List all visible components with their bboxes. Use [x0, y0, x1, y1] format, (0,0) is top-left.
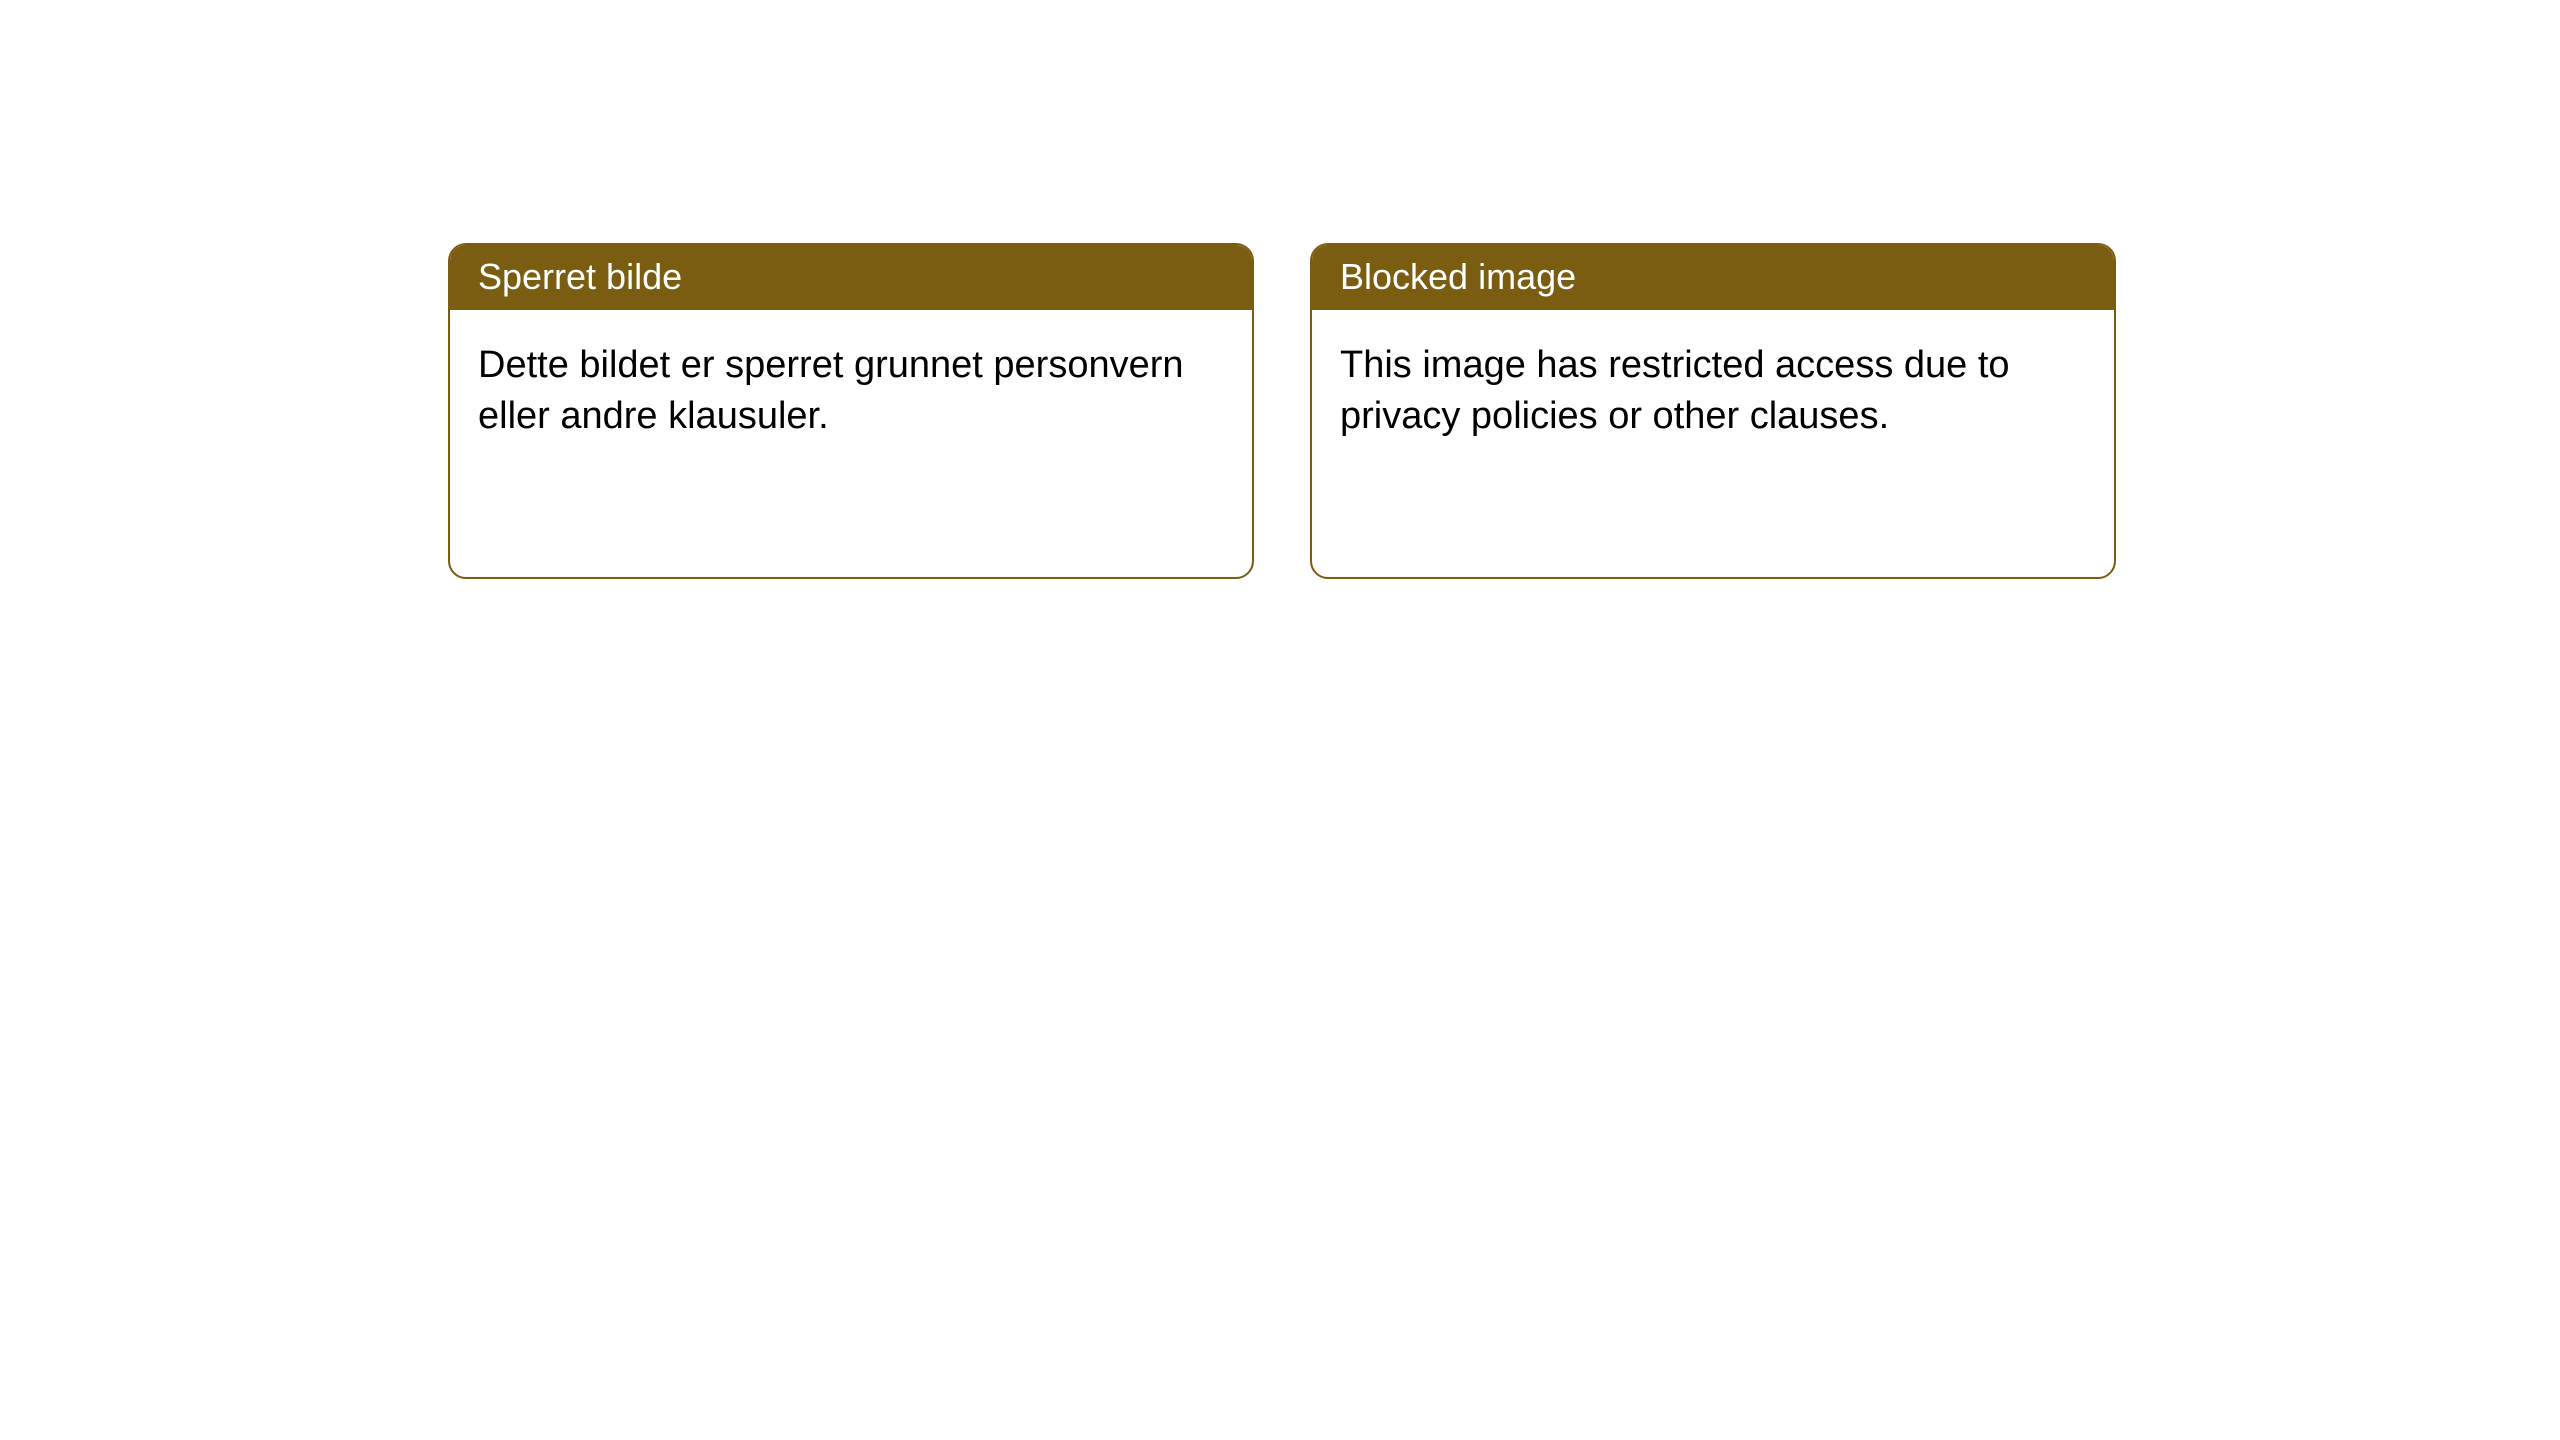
- notice-card-english: Blocked image This image has restricted …: [1310, 243, 2116, 579]
- notice-card-norwegian: Sperret bilde Dette bildet er sperret gr…: [448, 243, 1254, 579]
- notice-body-norwegian: Dette bildet er sperret grunnet personve…: [450, 310, 1252, 473]
- notice-header-english: Blocked image: [1312, 245, 2114, 310]
- notice-container: Sperret bilde Dette bildet er sperret gr…: [448, 243, 2116, 579]
- notice-header-norwegian: Sperret bilde: [450, 245, 1252, 310]
- notice-body-english: This image has restricted access due to …: [1312, 310, 2114, 473]
